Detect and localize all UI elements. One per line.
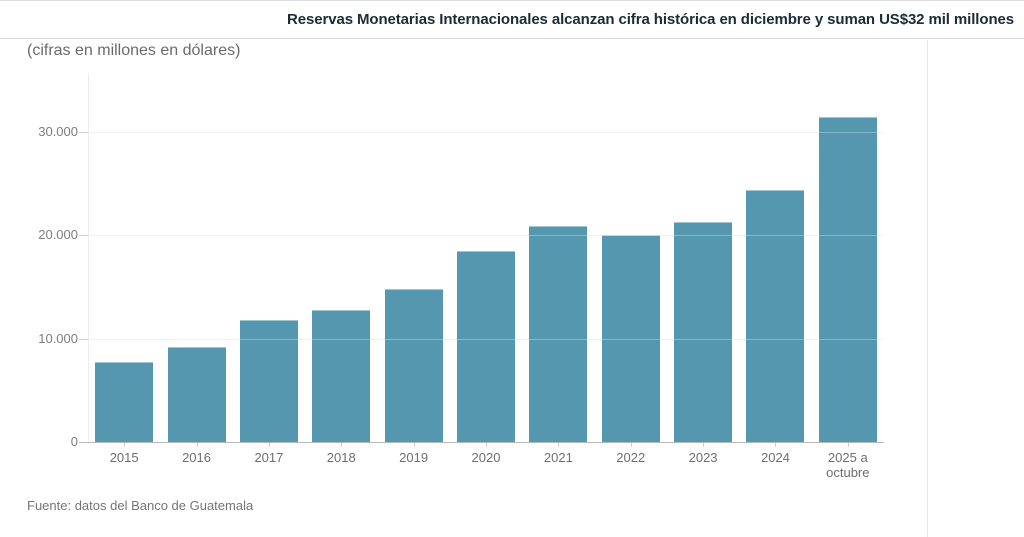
x-axis-label: 2025 a octubre (826, 450, 870, 480)
x-axis-tick (486, 443, 487, 447)
x-axis-tick (268, 443, 270, 447)
x-axis-label: 2021 (543, 450, 573, 465)
x-axis-tick (847, 443, 849, 447)
y-axis-label: 20.000 (38, 227, 78, 243)
y-axis-tick (79, 132, 88, 133)
bar-2025 (818, 116, 877, 442)
bar-2017 (239, 320, 298, 442)
bar-2018 (312, 310, 371, 442)
y-axis-line (88, 73, 89, 442)
x-axis-label: 2018 (326, 450, 356, 465)
y-axis-tick (79, 338, 88, 340)
x-axis-tick (775, 443, 777, 447)
content-right-divider (927, 40, 928, 537)
x-axis-baseline (79, 442, 884, 443)
bar-2022 (601, 234, 660, 442)
x-axis-tick (124, 443, 126, 447)
y-axis-tick (79, 235, 88, 237)
bar-2019 (384, 289, 443, 442)
gridline (88, 235, 884, 237)
bar-2016 (167, 347, 226, 442)
x-axis-tick (196, 443, 198, 447)
chart-subtitle: (cifras en millones en dólares) (27, 42, 241, 59)
x-axis-tick (413, 443, 415, 447)
bar-2024 (746, 189, 805, 442)
y-axis-label: 0 (70, 434, 78, 449)
gridline-overlay (88, 235, 884, 237)
x-axis-tick (558, 443, 560, 447)
bar-2020 (457, 251, 515, 442)
article-headline: Reservas Monetarias Internacionales alca… (287, 11, 1014, 28)
bar-2023 (674, 221, 733, 442)
gridline-overlay (88, 132, 884, 133)
x-axis-label: 2020 (471, 450, 501, 465)
bar-2015 (95, 361, 154, 442)
x-axis-label: 2024 (760, 450, 790, 465)
x-axis-tick (703, 443, 705, 447)
chart-source-note: Fuente: datos del Banco de Guatemala (27, 498, 254, 513)
x-axis-label: 2022 (616, 450, 646, 465)
x-axis-label: 2015 (109, 450, 139, 465)
x-axis-tick (630, 443, 632, 447)
gridline-overlay (88, 338, 884, 340)
x-axis-label: 2017 (254, 450, 284, 465)
bar-2021 (529, 225, 588, 442)
x-axis-label: 2023 (688, 450, 718, 465)
y-axis-label: 10.000 (38, 330, 78, 346)
x-axis-label: 2019 (399, 450, 429, 465)
gridline (88, 132, 884, 133)
x-axis-label: 2016 (182, 450, 211, 465)
y-axis-label: 30.000 (38, 124, 78, 139)
x-axis-tick (341, 443, 343, 447)
article-header-bar: Reservas Monetarias Internacionales alca… (0, 1, 1024, 39)
